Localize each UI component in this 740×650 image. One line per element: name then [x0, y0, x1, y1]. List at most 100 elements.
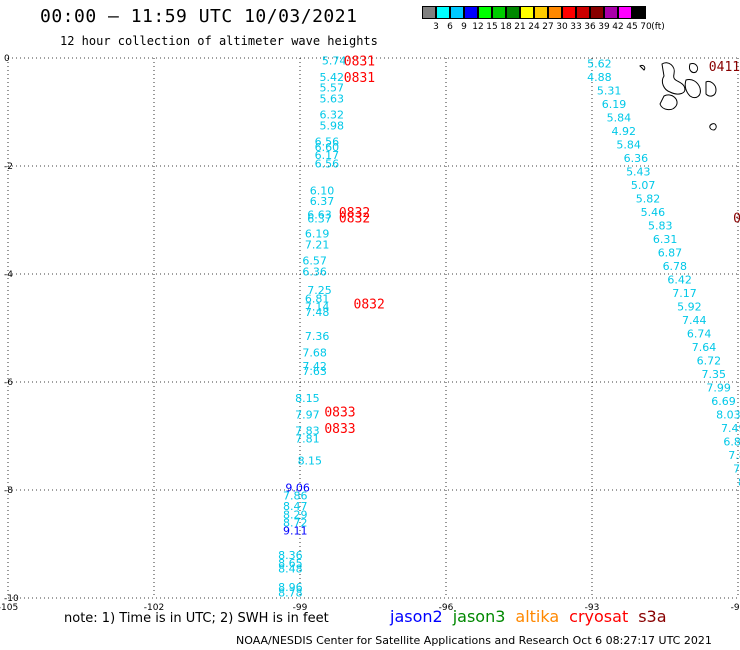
wave-height-value: 6.42: [667, 273, 692, 286]
wave-height-value: 8.78: [278, 587, 303, 600]
color-swatch: [464, 6, 478, 19]
y-tick-label: -4: [4, 270, 13, 280]
color-scale-label: 12: [472, 22, 484, 32]
wave-height-value: 8.36: [278, 549, 303, 562]
wave-height-value: 7.25: [307, 284, 332, 297]
wave-height-value: 7.35: [702, 368, 727, 381]
pass-time-label: 0832: [339, 206, 370, 221]
wave-height-value: 8.08: [738, 476, 740, 489]
wave-height-value: 7.48: [305, 306, 330, 319]
x-tick-label: -99: [293, 603, 308, 613]
credit-line: NOAA/NESDIS Center for Satellite Applica…: [236, 634, 712, 647]
color-scale-label: 3: [433, 22, 439, 32]
data-points: 5.745.425.575.636.325.986.566.606.176.56…: [278, 55, 740, 600]
wave-height-value: 5.83: [648, 219, 673, 232]
color-swatch: [548, 6, 562, 19]
galapagos-coastline: [639, 62, 717, 131]
wave-height-value: 5.43: [626, 165, 651, 178]
wave-height-value: 5.84: [607, 111, 632, 124]
satellite-legend-item: cryosat: [569, 607, 629, 626]
wave-height-value: 6.56: [315, 136, 340, 149]
pass-time-label: 0410: [733, 211, 740, 226]
wave-height-value: 7.36: [305, 330, 330, 343]
pass-time-label: 0832: [354, 298, 385, 313]
color-scale-label: 6: [447, 22, 453, 32]
y-tick-label: -6: [4, 378, 13, 388]
wave-height-value: 5.63: [319, 93, 344, 106]
wave-height-value: 6.78: [663, 260, 688, 273]
wave-height-value: 8.29: [283, 508, 308, 521]
y-tick-label: -10: [4, 594, 19, 604]
wave-height-value: 5.57: [319, 82, 344, 95]
color-swatch: [450, 6, 464, 19]
pass-time-label: 0411: [709, 60, 740, 75]
wave-height-value: 5.46: [641, 206, 666, 219]
wave-height-value: 6.63: [307, 209, 332, 222]
color-scale-label: 30: [556, 22, 568, 32]
wave-height-value: 6.19: [602, 98, 627, 111]
wave-height-value: 9.06: [285, 481, 310, 494]
color-swatch: [506, 6, 520, 19]
chart-title: 00:00 – 11:59 UTC 10/03/2021: [40, 6, 358, 27]
wave-height-value: 8.15: [295, 392, 320, 405]
satellite-legend-item: s3a: [638, 607, 667, 626]
color-swatch: [492, 6, 506, 19]
wave-height-value: 7.17: [672, 287, 697, 300]
axis-tick-labels: -105 -102 -99 -96 -93 -90 0 -2 -4 -6 -8 -10: [0, 54, 740, 613]
x-tick-label: -90: [731, 603, 740, 613]
wave-height-value: 7.97: [295, 408, 320, 421]
wave-height-value: 7.68: [302, 346, 327, 359]
wave-height-value: 8.96: [278, 581, 303, 594]
wave-height-value: 6.19: [305, 228, 330, 241]
wave-height-value: 6.56: [315, 157, 340, 170]
wave-height-value: 8.03: [716, 408, 740, 421]
wave-height-value: 7.86: [283, 489, 308, 502]
wave-height-value: 8.47: [283, 500, 308, 513]
color-scale-bar: [422, 6, 646, 19]
color-scale-label: 45: [626, 22, 638, 32]
wave-height-value: 6.37: [307, 212, 332, 225]
color-swatch: [534, 6, 548, 19]
x-tick-label: -93: [585, 603, 600, 613]
pass-time-label: 0833: [324, 422, 355, 437]
wave-height-value: 6.74: [687, 327, 712, 340]
wave-height-value: 6.17: [315, 149, 340, 162]
color-scale-label: 33: [570, 22, 582, 32]
wave-height-value: 8.48: [278, 562, 303, 575]
wave-height-value: 5.07: [631, 179, 656, 192]
y-tick-label: -8: [4, 486, 13, 496]
wave-height-value: 5.62: [587, 57, 612, 70]
chart-subtitle: 12 hour collection of altimeter wave hei…: [60, 34, 378, 48]
pass-time-label: 0832: [339, 211, 370, 226]
color-scale-unit: (ft): [651, 22, 665, 32]
wave-height-value: 5.31: [597, 84, 622, 97]
color-scale-label: 15: [486, 22, 498, 32]
color-scale-label: 18: [500, 22, 512, 32]
color-swatch: [590, 6, 604, 19]
wave-height-value: 6.81: [305, 292, 330, 305]
wave-height-value: 5.42: [319, 71, 344, 84]
wave-height-value: 6.37: [310, 195, 335, 208]
y-tick-label: 0: [4, 54, 10, 64]
wave-height-value: 8.65: [278, 557, 303, 570]
satellite-legend-item: altika: [515, 607, 560, 626]
wave-height-value: 7.81: [728, 449, 740, 462]
wave-height-value: 6.69: [711, 395, 736, 408]
color-scale-label: 9: [461, 22, 467, 32]
color-swatch: [478, 6, 492, 19]
x-tick-label: -102: [144, 603, 164, 613]
color-scale-label: 70: [640, 22, 652, 32]
satellite-legend: jason2 jason3 altika cryosat s3a: [390, 607, 677, 626]
color-swatch: [576, 6, 590, 19]
wave-height-value: 6.10: [310, 184, 335, 197]
color-swatch: [520, 6, 534, 19]
color-scale-label: 42: [612, 22, 624, 32]
wave-height-value: 7.14: [305, 300, 330, 313]
wave-height-value: 7.64: [692, 341, 717, 354]
color-swatch: [632, 6, 646, 19]
wave-height-value: 8.72: [283, 516, 308, 529]
color-scale-label: 36: [584, 22, 596, 32]
pass-time-label: 0833: [324, 406, 355, 421]
wave-height-value: 7.49: [721, 422, 740, 435]
wave-height-value: 6.57: [302, 255, 327, 268]
